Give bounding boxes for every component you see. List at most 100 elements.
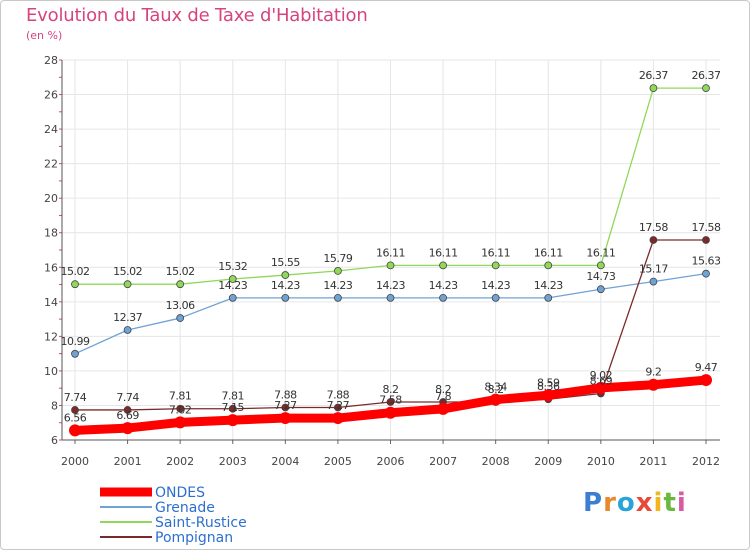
data-point (596, 285, 605, 294)
data-label: 15.02 (166, 265, 195, 278)
y-tick-label: 24 (44, 123, 58, 136)
data-point (334, 293, 342, 302)
x-tick-label: 2009 (534, 455, 562, 468)
y-tick-label: 26 (44, 89, 58, 102)
y-tick-label: 16 (44, 261, 58, 274)
data-point (489, 393, 502, 406)
data-label: 14.23 (323, 279, 352, 292)
data-label: 7.81 (222, 390, 245, 403)
data-point (123, 280, 132, 289)
legend-label: ONDES (155, 485, 205, 501)
legend-label: Pompignan (155, 530, 233, 546)
logo-letter: i (653, 488, 664, 518)
data-point (702, 84, 710, 93)
data-point (281, 293, 290, 302)
y-tick-label: 12 (44, 330, 58, 343)
data-point (542, 389, 555, 402)
data-label: 7.74 (64, 391, 87, 404)
data-label: 7.81 (169, 390, 192, 403)
data-label: 15.55 (271, 256, 300, 269)
data-label: 7.27 (327, 399, 350, 412)
y-tick-label: 14 (44, 296, 58, 309)
x-tick-label: 2006 (377, 455, 405, 468)
x-tick-label: 2003 (219, 455, 247, 468)
x-tick-label: 2005 (324, 455, 352, 468)
data-point (647, 378, 660, 391)
data-label: 15.63 (692, 255, 721, 268)
data-label: 14.23 (218, 279, 247, 292)
data-point (491, 293, 500, 302)
data-label: 9.02 (590, 369, 613, 382)
data-point (334, 266, 342, 275)
data-point (226, 414, 239, 427)
legend-label: Saint-Rustice (155, 515, 247, 531)
data-label: 14.23 (481, 279, 510, 292)
y-tick-label: 6 (51, 434, 58, 447)
data-point (491, 261, 500, 270)
logo-letter: r (603, 488, 617, 518)
x-tick-label: 2002 (166, 455, 194, 468)
data-label: 10.99 (61, 335, 90, 348)
x-tick-label: 2001 (114, 455, 142, 468)
data-point (386, 398, 395, 406)
data-label: 14.23 (534, 279, 563, 292)
data-label: 6.56 (64, 411, 87, 424)
data-point (702, 269, 710, 278)
data-point (71, 406, 79, 414)
proxiti-logo: Proxiti (583, 488, 687, 518)
x-tick-label: 2000 (61, 455, 89, 468)
data-label: 7.58 (379, 394, 402, 407)
data-label: 8.36 (537, 380, 560, 393)
y-tick-label: 20 (44, 192, 58, 205)
data-label: 12.37 (113, 311, 142, 324)
data-point (281, 403, 290, 412)
data-point (386, 261, 395, 270)
data-point (649, 236, 658, 244)
data-label: 14.73 (586, 270, 615, 283)
data-point (228, 293, 237, 302)
data-point (123, 406, 132, 414)
data-label: 26.37 (639, 69, 668, 82)
data-point (279, 412, 292, 425)
data-point (702, 236, 710, 244)
data-label: 8.69 (590, 375, 613, 388)
data-label: 7.88 (327, 389, 350, 402)
data-point (228, 275, 237, 283)
data-label: 15.79 (323, 252, 352, 265)
logo-letter: o (616, 488, 636, 518)
data-label: 7.8 (435, 390, 451, 403)
data-point (121, 422, 134, 435)
data-label: 9.47 (695, 361, 718, 374)
data-point (594, 381, 607, 394)
data-label: 16.11 (586, 246, 615, 259)
data-label: 9.2 (645, 366, 661, 379)
data-point (544, 293, 553, 302)
data-label: 17.58 (692, 221, 721, 234)
data-label: 16.11 (376, 246, 405, 259)
data-point (174, 416, 187, 429)
y-tick-label: 22 (44, 158, 58, 171)
data-label: 26.37 (692, 69, 721, 82)
data-point (439, 261, 447, 270)
data-point (281, 271, 290, 279)
data-label: 15.17 (639, 263, 668, 276)
data-point (228, 404, 237, 413)
data-label: 6.69 (116, 409, 139, 422)
data-point (700, 374, 712, 387)
legend-label: Grenade (155, 500, 215, 516)
chart-subtitle: (en %) (26, 29, 63, 42)
y-tick-label: 8 (51, 399, 58, 412)
data-label: 7.88 (274, 389, 297, 402)
data-point (69, 424, 81, 437)
data-label: 14.23 (429, 279, 458, 292)
data-label: 7.02 (169, 403, 192, 416)
logo-letter: i (676, 488, 687, 518)
data-point (649, 84, 658, 93)
chart-title: Evolution du Taux de Taxe d'Habitation (26, 5, 368, 26)
y-tick-label: 28 (44, 54, 58, 67)
data-label: 8.2 (383, 383, 399, 396)
data-label: 7.74 (116, 391, 139, 404)
logo-letter: t (663, 488, 677, 518)
